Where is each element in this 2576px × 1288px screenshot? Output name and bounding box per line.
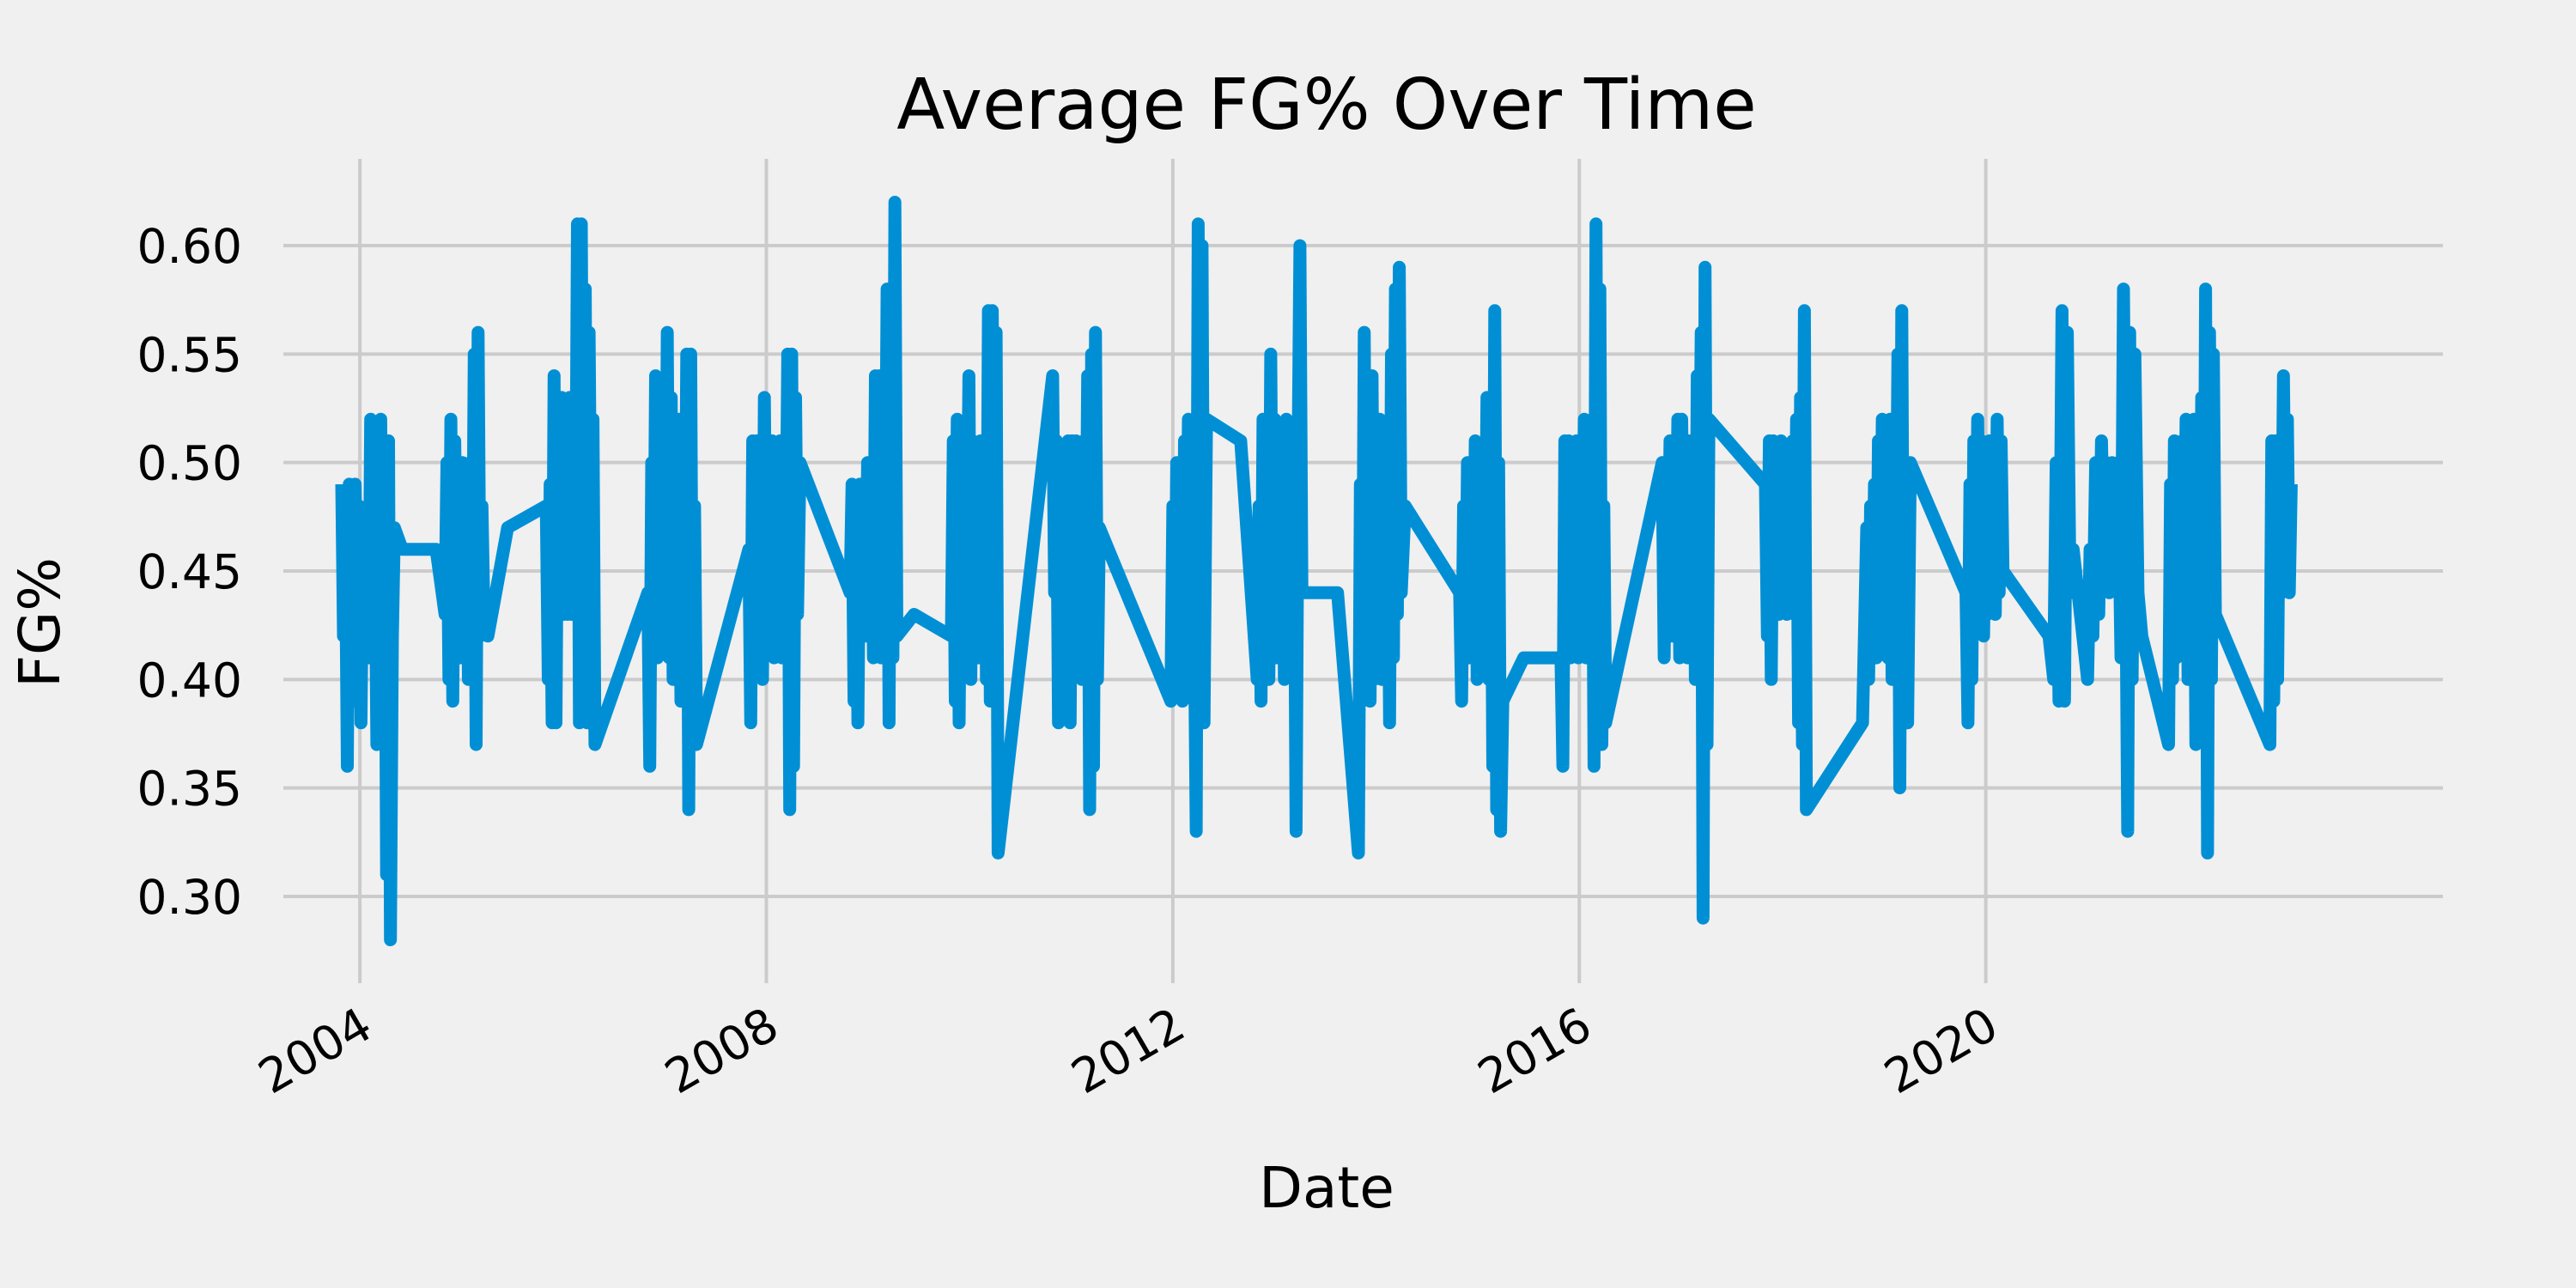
y-tick-label: 0.35 bbox=[137, 762, 242, 817]
chart-title: Average FG% Over Time bbox=[896, 64, 1756, 146]
y-tick-label: 0.40 bbox=[137, 653, 242, 708]
y-axis-ticks: 0.30 0.35 0.40 0.45 0.50 0.55 0.60 bbox=[137, 219, 242, 925]
y-tick-label: 0.30 bbox=[137, 870, 242, 925]
y-axis-label: FG% bbox=[7, 557, 73, 688]
x-axis-label: Date bbox=[1259, 1155, 1394, 1221]
series-line bbox=[335, 196, 2298, 946]
series-layer bbox=[335, 196, 2298, 946]
y-tick-label: 0.55 bbox=[137, 327, 242, 382]
y-tick-label: 0.60 bbox=[137, 219, 242, 274]
y-tick-label: 0.50 bbox=[137, 436, 242, 491]
y-tick-label: 0.45 bbox=[137, 544, 242, 599]
